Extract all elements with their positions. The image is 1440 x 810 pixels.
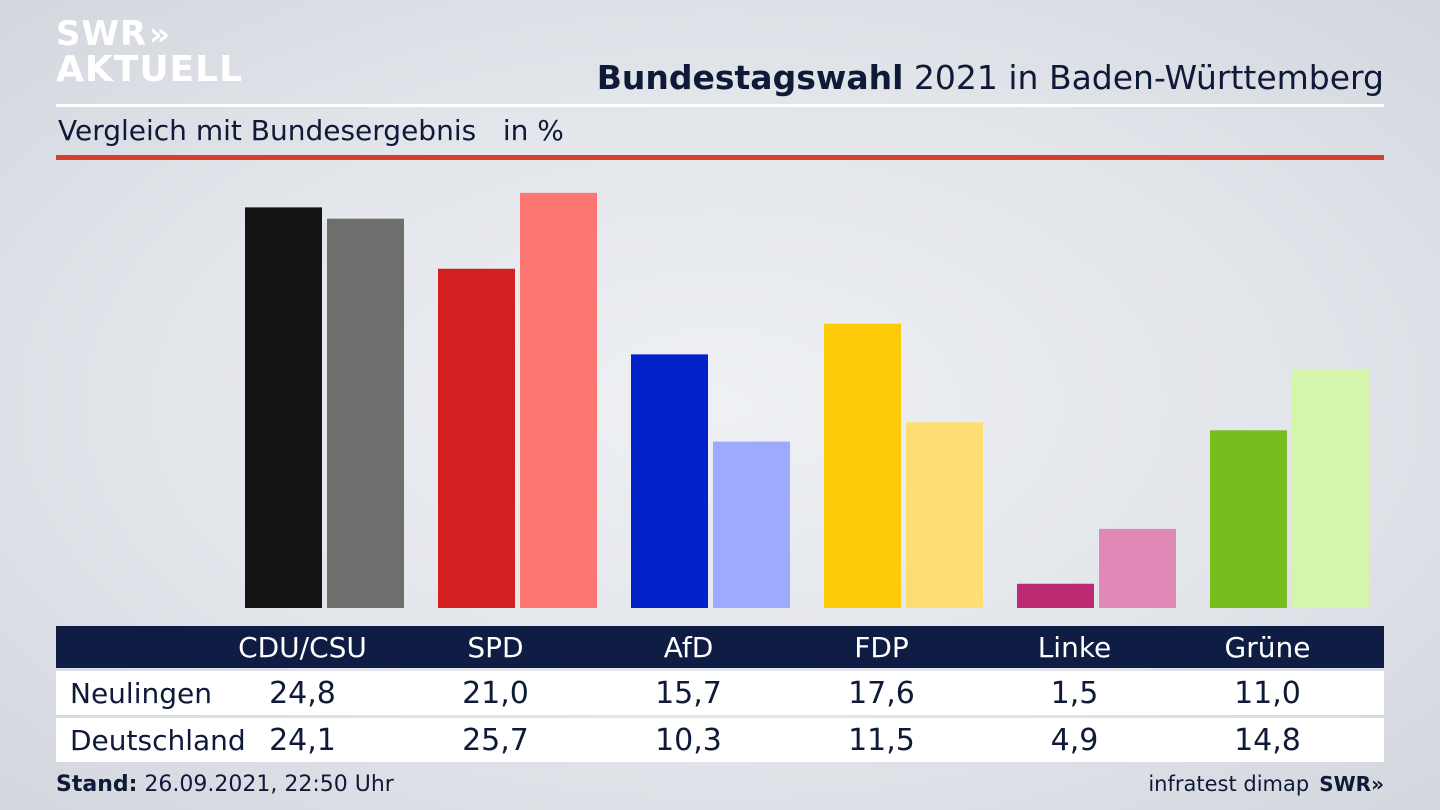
accent-rule <box>56 155 1384 160</box>
title-rest: 2021 in Baden-Württemberg <box>903 58 1384 97</box>
stand-label: Stand: <box>56 772 138 797</box>
data-label: 11,0 <box>1234 675 1301 711</box>
stand-value: 26.09.2021, 22:50 Uhr <box>137 772 394 797</box>
chart-title: Bundestagswahl 2021 in Baden-Württemberg <box>597 58 1384 97</box>
bar-gr-ne-neulingen <box>1210 430 1287 608</box>
timestamp: Stand: 26.09.2021, 22:50 Uhr <box>56 772 394 797</box>
data-label: 4,9 <box>1050 722 1099 758</box>
data-label: 17,6 <box>848 675 915 711</box>
bar-afd-deutschland <box>713 441 790 608</box>
swr-aktuell-logo: SWR» AKTUELL <box>56 16 243 88</box>
data-label: 10,3 <box>655 722 722 758</box>
row-label: Neulingen <box>70 676 212 710</box>
bar-cdu-csu-neulingen <box>245 207 322 608</box>
logo-line2: AKTUELL <box>56 49 244 90</box>
bar-spd-neulingen <box>438 268 515 608</box>
row-label: Deutschland <box>70 723 246 757</box>
data-label: 24,8 <box>269 675 336 711</box>
chart-subtitle: Vergleich mit Bundesergebnis in % <box>58 114 564 147</box>
table-row-neulingen: Neulingen 24,8 21,0 15,7 17,6 1,5 11,0 <box>56 671 1384 715</box>
category-label: SPD <box>467 630 524 664</box>
title-rule <box>56 104 1384 107</box>
data-label: 25,7 <box>462 722 529 758</box>
data-label: 14,8 <box>1234 722 1301 758</box>
bar-chart <box>245 192 1369 608</box>
data-label: 15,7 <box>655 675 722 711</box>
bar-fdp-neulingen <box>824 323 901 608</box>
data-label: 24,1 <box>269 722 336 758</box>
data-label: 11,5 <box>848 722 915 758</box>
bar-spd-deutschland <box>520 192 597 608</box>
data-label: 1,5 <box>1050 675 1099 711</box>
bar-afd-neulingen <box>631 354 708 608</box>
bar-linke-deutschland <box>1099 528 1176 608</box>
logo-line1: SWR <box>56 14 148 54</box>
title-bold: Bundestagswahl <box>596 58 904 97</box>
table-row-deutschland: Deutschland 24,1 25,7 10,3 11,5 4,9 14,8 <box>56 718 1384 762</box>
logo-chevrons: » <box>149 15 169 53</box>
source-credit: infratest dimap SWR» <box>1148 772 1384 796</box>
swr-brand: SWR» <box>1319 772 1384 796</box>
bar-cdu-csu-deutschland <box>327 218 404 608</box>
results-table: CDU/CSU SPD AfD FDP Linke Grüne Neulingen 24,… <box>56 626 1384 762</box>
source-label: infratest dimap <box>1148 772 1310 796</box>
bar-fdp-deutschland <box>906 422 983 608</box>
category-label: AfD <box>663 630 714 664</box>
category-label: FDP <box>854 630 909 664</box>
category-label: CDU/CSU <box>238 630 367 664</box>
bar-gr-ne-deutschland <box>1292 368 1369 608</box>
category-label: Linke <box>1037 630 1112 664</box>
table-header: CDU/CSU SPD AfD FDP Linke Grüne <box>56 626 1384 668</box>
bar-linke-neulingen <box>1017 583 1094 608</box>
data-label: 21,0 <box>462 675 529 711</box>
category-label: Grüne <box>1224 630 1311 664</box>
